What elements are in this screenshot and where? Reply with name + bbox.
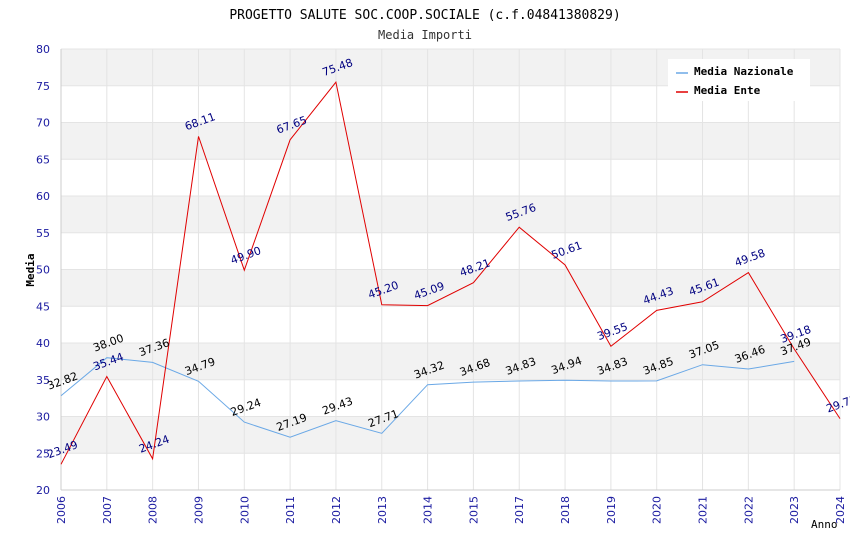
x-tick-label: 2015 xyxy=(467,496,480,524)
plot-band xyxy=(61,453,840,490)
legend-box xyxy=(668,59,810,101)
x-tick-label: 2018 xyxy=(559,496,572,524)
plot-band xyxy=(61,379,840,417)
legend-label-media-ente: Media Ente xyxy=(694,84,761,97)
y-tick-label: 25 xyxy=(36,447,50,460)
x-tick-label: 2021 xyxy=(697,496,710,524)
y-tick-label: 30 xyxy=(36,411,50,424)
x-tick-label: 2008 xyxy=(147,496,160,524)
plot-band xyxy=(61,416,840,454)
y-tick-label: 55 xyxy=(36,227,50,240)
x-tick-label: 2024 xyxy=(834,496,847,524)
y-axis-label: Media xyxy=(24,253,37,286)
chart-subtitle: Media Importi xyxy=(378,28,472,42)
x-tick-label: 2014 xyxy=(422,496,435,524)
x-tick-label: 2006 xyxy=(55,496,68,524)
x-tick-label: 2013 xyxy=(376,496,389,524)
x-tick-label: 2023 xyxy=(788,496,801,524)
x-axis-label: Anno xyxy=(811,518,838,531)
plot-band xyxy=(61,159,840,196)
x-tick-label: 2017 xyxy=(513,496,526,524)
axes xyxy=(60,49,840,491)
x-tick-label: 2012 xyxy=(330,496,343,524)
y-tick-label: 70 xyxy=(36,117,50,130)
x-tick-label: 2009 xyxy=(192,496,205,524)
y-tick-labels: 20 25 30 35 40 45 50 55 60 65 70 75 80 xyxy=(36,43,50,497)
y-tick-label: 50 xyxy=(36,264,50,277)
x-tick-labels: 2006 2007 2008 2009 2010 2011 2012 2013 2014 2015… xyxy=(55,496,847,524)
plot-band xyxy=(61,232,840,270)
x-tick-label: 2020 xyxy=(651,496,664,524)
y-tick-label: 65 xyxy=(36,153,50,166)
grid-lines xyxy=(60,48,841,491)
y-tick-label: 45 xyxy=(36,300,50,313)
series-lines xyxy=(60,81,841,465)
y-tick-label: 40 xyxy=(36,337,50,350)
y-tick-label: 75 xyxy=(36,80,50,93)
plot-band xyxy=(61,122,840,160)
series-line-media-nazionale xyxy=(60,357,795,438)
y-tick-label: 60 xyxy=(36,190,50,203)
series-line-media-ente xyxy=(60,81,841,465)
plot-band xyxy=(61,306,840,343)
x-tick-label: 2019 xyxy=(605,496,618,524)
x-tick-label: 2007 xyxy=(101,496,114,524)
plot-band xyxy=(61,196,840,233)
x-tick-label: 2010 xyxy=(238,496,251,524)
x-tick-label: 2011 xyxy=(284,496,297,524)
plot-band xyxy=(61,269,840,307)
plot-bands xyxy=(61,49,840,490)
plot-band xyxy=(61,343,840,380)
y-tick-label: 80 xyxy=(36,43,50,56)
legend-label-media-nazionale: Media Nazionale xyxy=(694,65,794,78)
chart-title: PROGETTO SALUTE SOC.COOP.SOCIALE (c.f.04… xyxy=(229,8,620,23)
x-tick-label: 2022 xyxy=(742,496,755,524)
y-tick-label: 35 xyxy=(36,374,50,387)
y-tick-label: 20 xyxy=(36,484,50,497)
legend: Media Nazionale Media Ente xyxy=(668,59,810,101)
